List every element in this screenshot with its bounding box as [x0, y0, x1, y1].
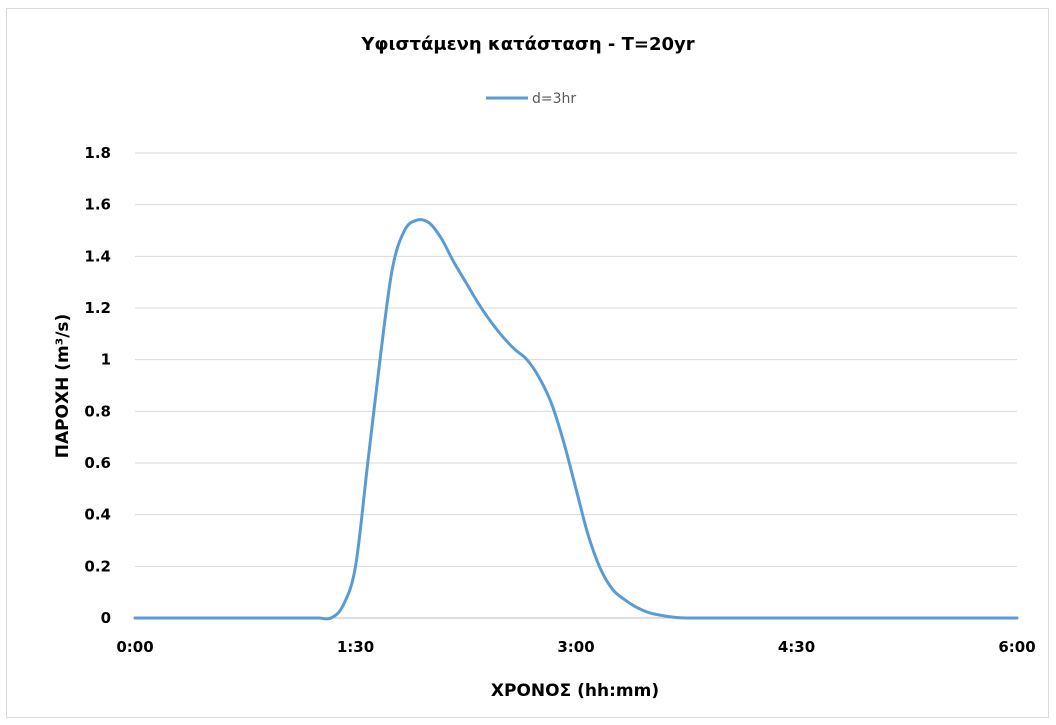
gridlines — [135, 152, 1017, 619]
x-tick-label: 1:30 — [337, 638, 374, 656]
chart-title: Υφιστάμενη κατάσταση - T=20yr — [360, 34, 694, 55]
x-axis-label: ΧΡΟΝΟΣ (hh:mm) — [491, 681, 659, 701]
x-tick-label: 6:00 — [998, 638, 1035, 656]
y-tick-label: 1.2 — [84, 299, 111, 317]
y-tick-label: 0.8 — [84, 402, 111, 420]
x-tick-label: 0:00 — [116, 638, 153, 656]
series-line-d3hr — [133, 218, 1019, 621]
chart-frame — [6, 8, 1049, 718]
y-tick-label: 1.4 — [84, 247, 111, 265]
y-tick-label: 1.8 — [84, 144, 111, 162]
legend-label: d=3hr — [532, 91, 576, 107]
legend: d=3hr — [486, 91, 576, 107]
y-tick-label: 0.6 — [84, 454, 111, 472]
y-axis-label: ΠΑΡΟΧΗ (m³/s) — [53, 314, 73, 459]
y-tick-label: 0.4 — [84, 506, 111, 524]
x-axis-ticks: 0:00 1:30 3:00 4:30 6:00 — [116, 638, 1035, 656]
y-tick-label: 1.6 — [84, 196, 111, 214]
y-tick-label: 0 — [101, 609, 111, 627]
series-group — [133, 218, 1019, 621]
y-tick-label: 1 — [101, 351, 111, 369]
y-tick-label: 0.2 — [84, 557, 111, 575]
y-axis-ticks: 0 0.2 0.4 0.6 0.8 1 1.2 1.4 1.6 1.8 — [84, 144, 111, 627]
x-tick-label: 3:00 — [557, 638, 594, 656]
x-tick-label: 4:30 — [778, 638, 815, 656]
